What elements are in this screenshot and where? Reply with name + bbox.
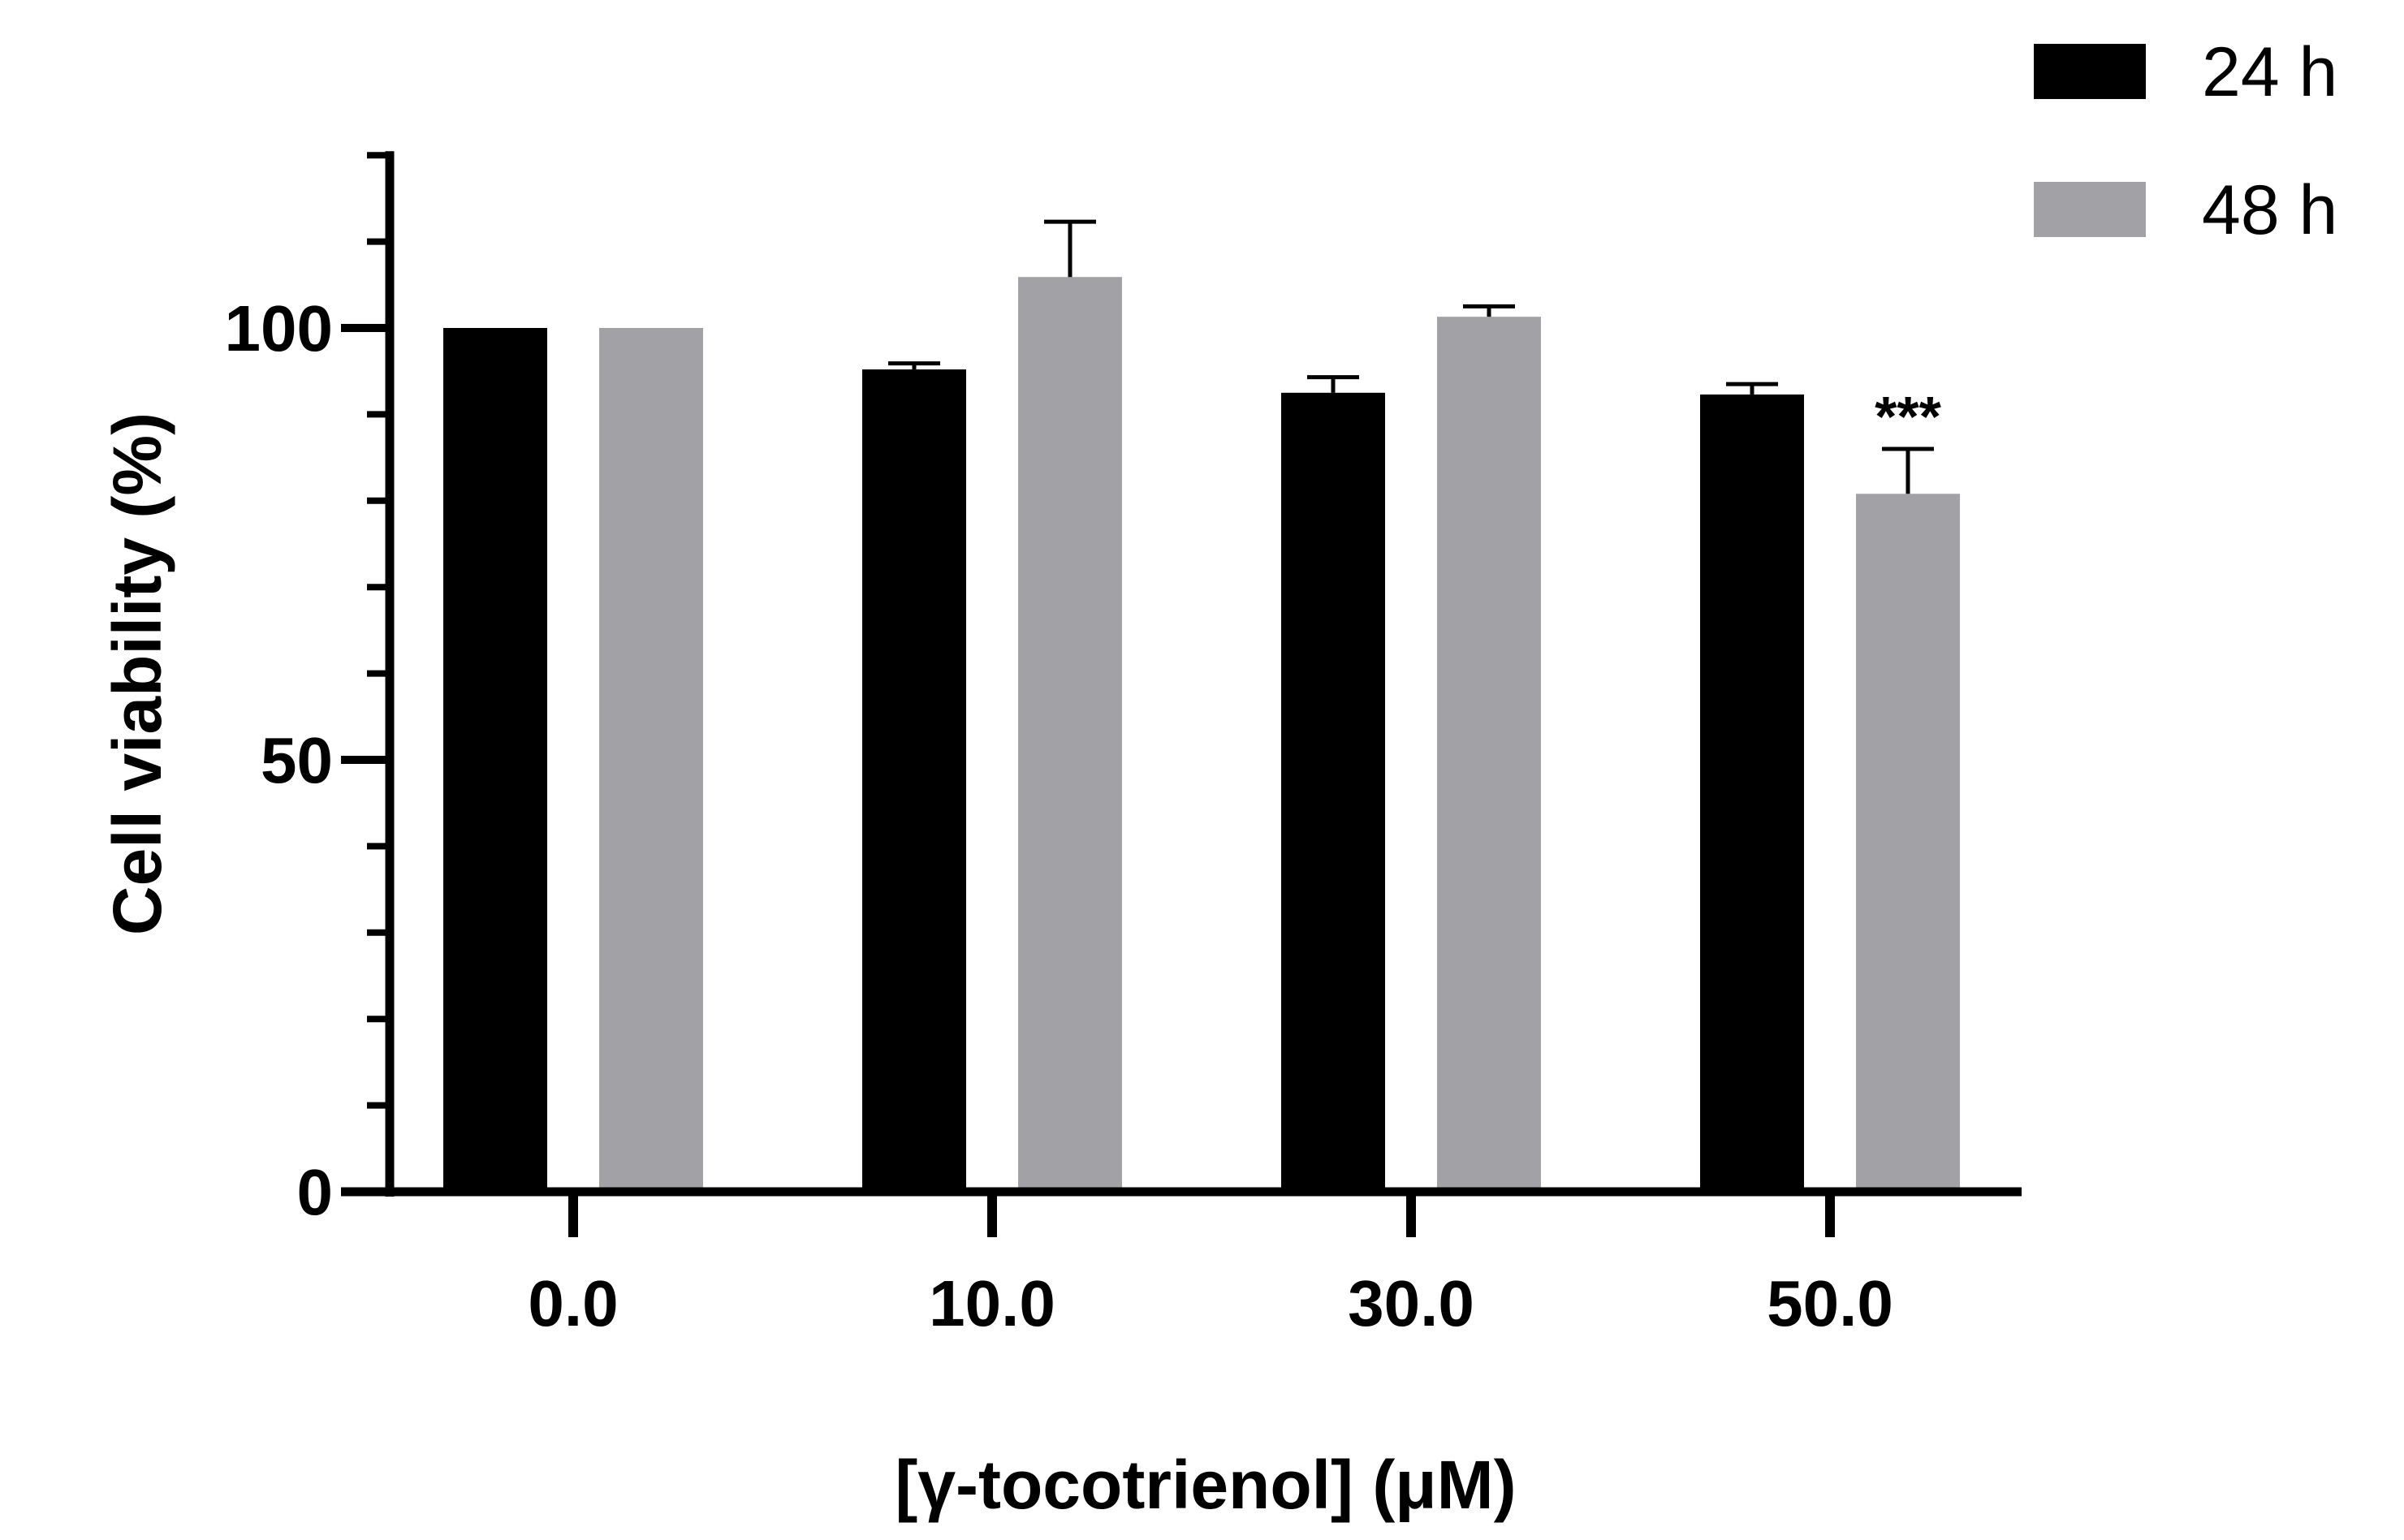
bar-48-h-30-0 [1437,317,1541,1193]
x-tick-label-50-0: 50.0 [1767,1267,1893,1339]
legend-label-48-h: 48 h [2202,171,2337,249]
y-tick-label-50: 50 [261,724,333,796]
bar-48-h-50-0 [1856,494,1960,1192]
bar-24-h-50-0 [1700,394,1804,1193]
legend-label-24-h: 24 h [2202,33,2337,111]
x-tick-label-10-0: 10.0 [929,1267,1055,1339]
x-tick-label-30-0: 30.0 [1348,1267,1474,1339]
bars-layer [443,277,1960,1193]
legend-swatch-24-h [2034,44,2146,99]
legend: 24 h 48 h [2034,33,2337,249]
x-axis-title: [γ-tocotrienol] (μM) [895,1447,1516,1523]
bar-48-h-10-0 [1018,277,1122,1192]
y-axis-title: Cell viability (%) [99,412,175,935]
labels-layer: 0 50 100 0.0 10.0 30.0 50.0 [γ-tocotrienol] (μM… [99,292,1942,1523]
error-bars-layer [888,219,1934,494]
y-tick-label-100: 100 [225,292,333,365]
bar-24-h-10-0 [862,369,966,1192]
bar-24-h-30-0 [1281,392,1385,1192]
bar-48-h-0-0 [599,328,703,1192]
bar-24-h-0-0 [443,328,547,1192]
axes-layer [341,151,2022,1237]
y-tick-label-0: 0 [297,1156,334,1228]
x-tick-label-0-0: 0.0 [528,1267,618,1339]
significance-marker-50-0: *** [1875,385,1941,448]
legend-swatch-48-h [2034,182,2146,237]
